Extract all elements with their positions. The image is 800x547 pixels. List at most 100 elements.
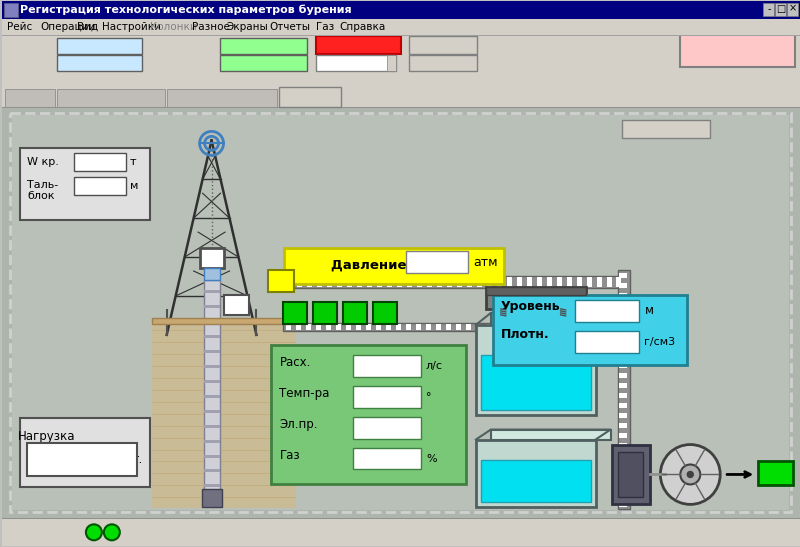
Text: 1 мин.: 1 мин. [242,56,285,69]
Bar [557,277,562,287]
Bar [20,148,150,220]
Text: Плотн.: Плотн. [501,328,550,341]
Bar [203,280,219,499]
Bar [406,251,468,273]
Bar [619,353,627,358]
Bar [446,324,451,330]
Bar [346,324,351,330]
Bar [353,447,421,469]
Bar [409,36,477,54]
Bar [622,120,710,138]
Bar [619,283,627,288]
Text: t отстав.: t отстав. [154,57,205,68]
Bar [219,38,307,54]
Bar [2,1,800,19]
Bar [566,324,570,330]
Bar [2,85,800,86]
Bar [476,440,595,508]
Bar [347,277,352,287]
Text: Над забоем: Над забоем [14,57,90,68]
Bar [447,277,452,287]
Text: Газ: Газ [316,22,334,32]
Bar [613,445,650,504]
Text: 1,43: 1,43 [586,333,627,351]
Bar [787,3,798,16]
Text: Экраны: Экраны [226,22,268,32]
Bar [506,324,510,330]
Bar [316,55,396,71]
Bar [556,324,561,330]
Bar [486,287,586,309]
Bar [2,34,800,86]
Bar [203,410,219,412]
Text: Уровень: Уровень [501,300,561,313]
Bar [619,373,627,378]
Text: Забой: Забой [14,39,53,50]
Text: Справка: Справка [339,22,386,32]
Bar [406,324,411,330]
Bar [357,277,362,287]
Bar [574,300,639,322]
Bar [619,473,627,478]
Bar [619,403,627,408]
Text: 29,9: 29,9 [368,389,406,404]
Bar [619,343,627,348]
Bar [2,107,800,108]
Bar [10,113,791,513]
Bar [203,290,219,293]
Bar [619,482,627,487]
Text: Таль-: Таль- [27,180,58,190]
Text: Темп-ра: Темп-ра [279,387,330,400]
Bar [606,277,611,287]
Text: г/см3: г/см3 [645,337,675,347]
Bar [5,90,55,107]
Bar [353,386,421,408]
Bar [318,277,322,287]
Text: м: м [130,181,138,191]
Bar [487,277,492,287]
Bar [586,324,590,330]
Bar [353,417,421,439]
Bar [279,88,342,107]
Bar [316,36,401,54]
Bar [680,31,795,67]
Bar [397,277,402,287]
Text: %: % [426,453,437,463]
Bar [4,3,18,17]
Bar [316,324,322,330]
Bar [152,318,296,324]
Text: 170: 170 [84,155,116,170]
Text: 1157,87 м: 1157,87 м [67,40,130,51]
Bar [286,324,291,330]
Text: Эл.пр.: Эл.пр. [279,418,318,431]
Bar [376,324,381,330]
Text: 1157,86 м: 1157,86 м [231,40,295,51]
Circle shape [680,464,700,485]
Bar [203,350,219,353]
Circle shape [86,525,102,540]
Bar [269,270,294,292]
Bar [203,424,219,428]
Text: блок: блок [27,191,54,201]
Bar [486,287,586,295]
Bar [597,277,602,287]
Bar [298,277,302,287]
Text: P: P [276,274,286,288]
Bar [57,90,165,107]
Bar [586,277,591,287]
Text: Задерж. гл.: Задерж. гл. [154,39,223,50]
Bar [367,277,372,287]
Text: °: ° [426,392,431,401]
Bar [497,277,502,287]
Bar [203,380,219,383]
Text: Настроить...: Настроить... [630,124,702,135]
Bar [436,324,441,330]
Bar [307,277,312,287]
Text: 5 минут: 5 минут [322,57,365,68]
Bar [20,417,150,487]
Bar [2,34,800,36]
Bar [496,324,501,330]
Text: м: м [645,304,654,317]
Text: Пульт бурильщика: Пульт бурильщика [166,94,277,103]
Text: Отчеты: Отчеты [270,22,310,32]
